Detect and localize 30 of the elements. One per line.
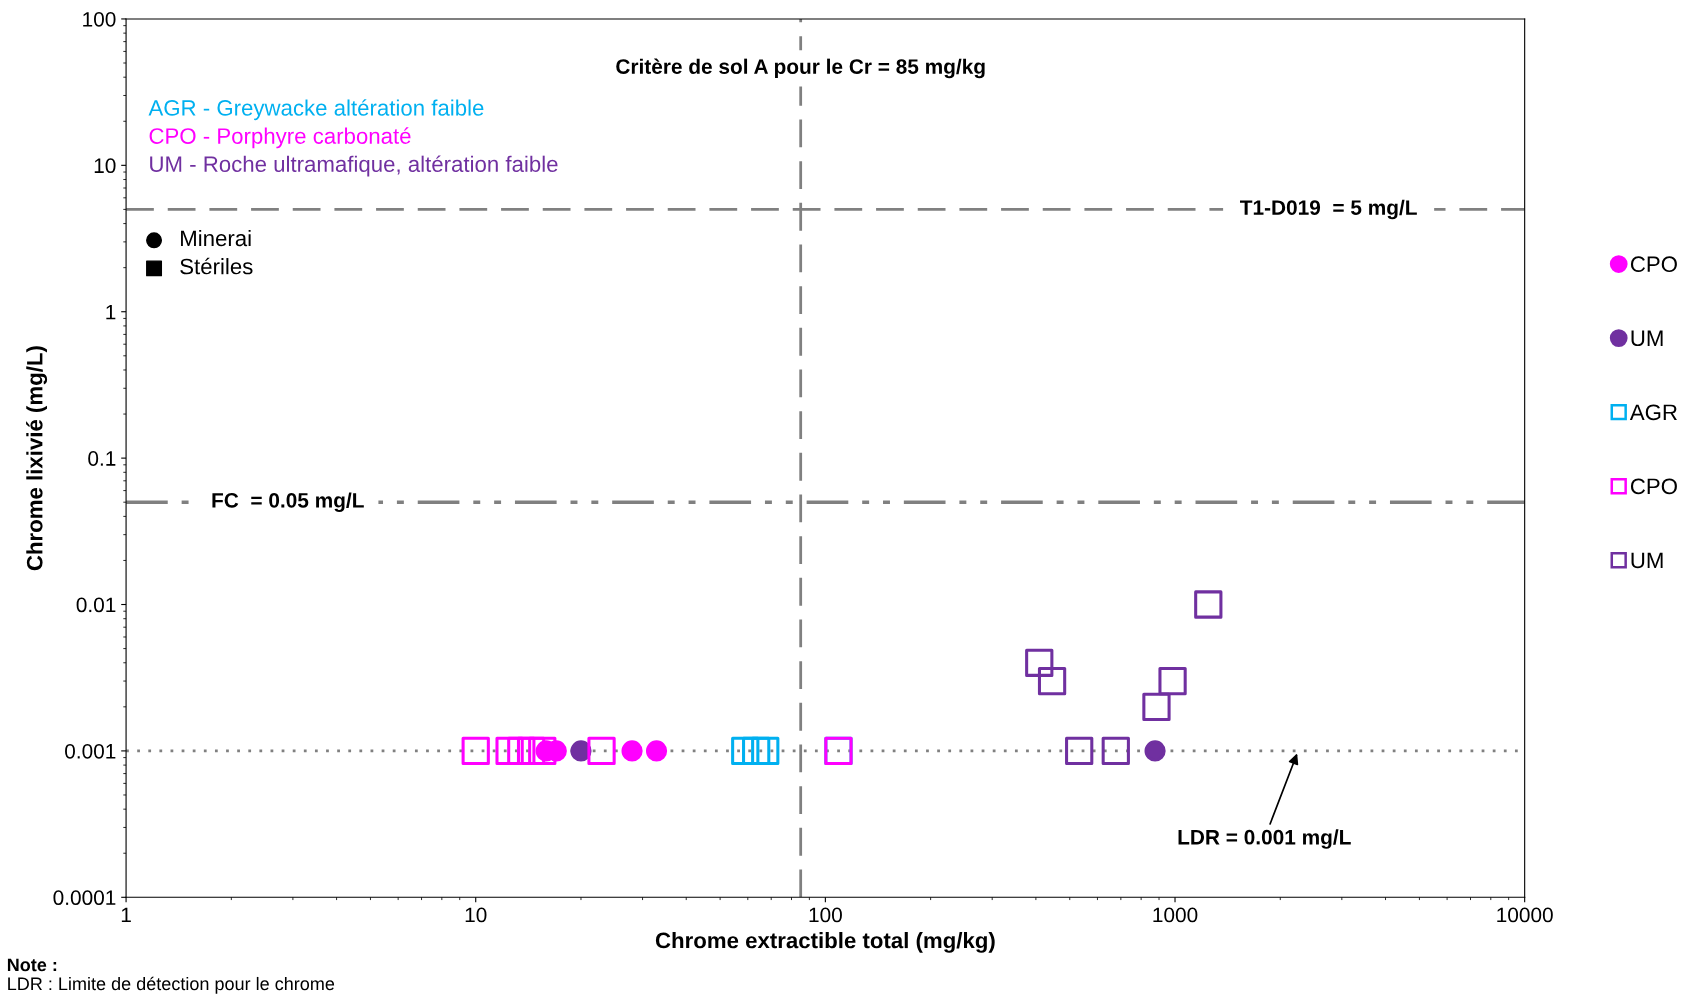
- y-tick-label: 1: [106, 304, 116, 320]
- annotation: UM - Roche ultramafique, altération faible: [150, 155, 558, 177]
- x-tick-label: 1000: [1153, 907, 1198, 923]
- y-tick-label: 0.001: [65, 743, 116, 759]
- y-tick-label: 10: [94, 158, 116, 174]
- text: LDR : Limite de détection pour le chrome: [8, 976, 335, 994]
- y-axis-title: Chrome lixivié (mg/L): [26, 346, 48, 571]
- legend-label: CPO: [1630, 478, 1677, 495]
- x-tick-label: 100: [809, 907, 842, 923]
- annotation: CPO - Porphyre carbonaté: [149, 127, 411, 149]
- y-tick-label: 0.1: [88, 451, 116, 466]
- annotation: AGR - Greywacke altération faible: [148, 99, 484, 121]
- text: Note :: [7, 958, 57, 972]
- y-tick-label: 0.01: [76, 597, 116, 613]
- y-tick-label: 0.0001: [53, 890, 116, 906]
- y-tick-label: 100: [83, 11, 116, 27]
- ref-line-label: Critère de sol A pour le Cr = 85 mg/kg: [616, 58, 985, 79]
- legend-label: AGR: [1629, 404, 1677, 421]
- ref-line-label: FC = 0.05 mg/L: [212, 492, 364, 512]
- legend-label: UM: [1631, 552, 1663, 569]
- x-tick-label: 1: [121, 907, 131, 923]
- legend-label: UM: [1631, 330, 1663, 347]
- x-axis-title: Chrome extractible total (mg/kg): [655, 932, 995, 953]
- annotation: Minerai: [181, 229, 251, 247]
- ref-line-label: LDR = 0.001 mg/L: [1178, 829, 1351, 849]
- annotation: Stériles: [180, 257, 253, 275]
- x-tick-label: 10000: [1497, 907, 1553, 923]
- legend-label: CPO: [1630, 256, 1677, 273]
- x-tick-label: 10: [465, 907, 487, 923]
- ref-line-label: T1-D019 = 5 mg/L: [1240, 199, 1417, 220]
